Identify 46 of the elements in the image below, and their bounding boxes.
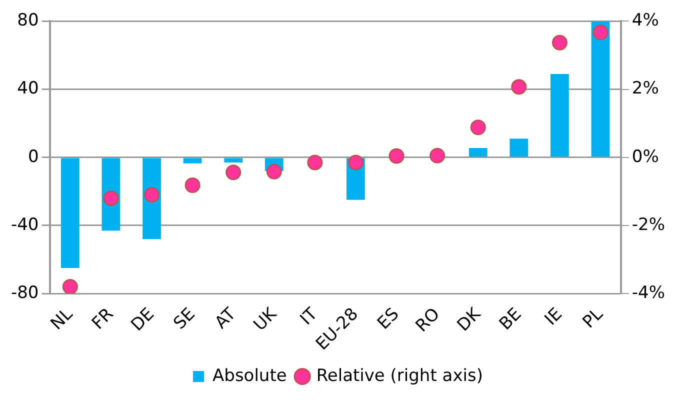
y-tick-label: -80	[10, 282, 39, 303]
point	[266, 164, 282, 180]
point	[511, 79, 527, 95]
x-tick-label: NL	[46, 304, 78, 334]
x-tick-label: ES	[374, 304, 404, 334]
point	[552, 34, 568, 50]
point	[348, 154, 364, 170]
point	[226, 164, 242, 180]
x-tick-label: AT	[211, 304, 240, 334]
y2-tick-label: 0%	[632, 146, 659, 167]
y-tick-label: 80	[17, 10, 39, 31]
x-tick-label: IT	[296, 304, 322, 330]
point	[307, 154, 323, 170]
x-tick-label: UK	[250, 304, 282, 336]
point	[592, 24, 608, 40]
point	[144, 187, 160, 203]
x-tick-label: IE	[541, 304, 566, 330]
bar	[183, 158, 202, 164]
bar	[60, 158, 80, 268]
y2-tick-label: 4%	[632, 10, 659, 31]
x-tick-label: BE	[496, 304, 526, 334]
x-tick-label: RO	[412, 304, 444, 336]
x-tick-label: DE	[127, 304, 158, 336]
bar	[591, 21, 610, 157]
y-tick-label: -40	[10, 214, 39, 235]
point	[430, 148, 446, 164]
legend-label: Relative (right axis)	[316, 366, 483, 386]
bar	[550, 74, 569, 157]
point	[184, 178, 200, 194]
y2-tick-label: 2%	[632, 78, 659, 99]
point	[470, 120, 486, 136]
point	[62, 278, 78, 294]
bar	[468, 148, 488, 157]
y2-tick-label: -4%	[632, 282, 666, 303]
y-tick-label: 40	[17, 78, 39, 99]
point	[103, 190, 119, 206]
y2-tick-label: -2%	[632, 214, 666, 235]
x-tick-label: PL	[579, 304, 608, 332]
x-tick-label: FR	[88, 304, 118, 334]
x-tick-label: SE	[170, 304, 200, 334]
legend-label: Absolute	[212, 366, 287, 386]
point	[388, 148, 404, 164]
bar	[510, 138, 528, 157]
x-tick-label: DK	[453, 304, 486, 336]
bar	[224, 158, 243, 162]
y-tick-label: 0	[28, 146, 39, 167]
